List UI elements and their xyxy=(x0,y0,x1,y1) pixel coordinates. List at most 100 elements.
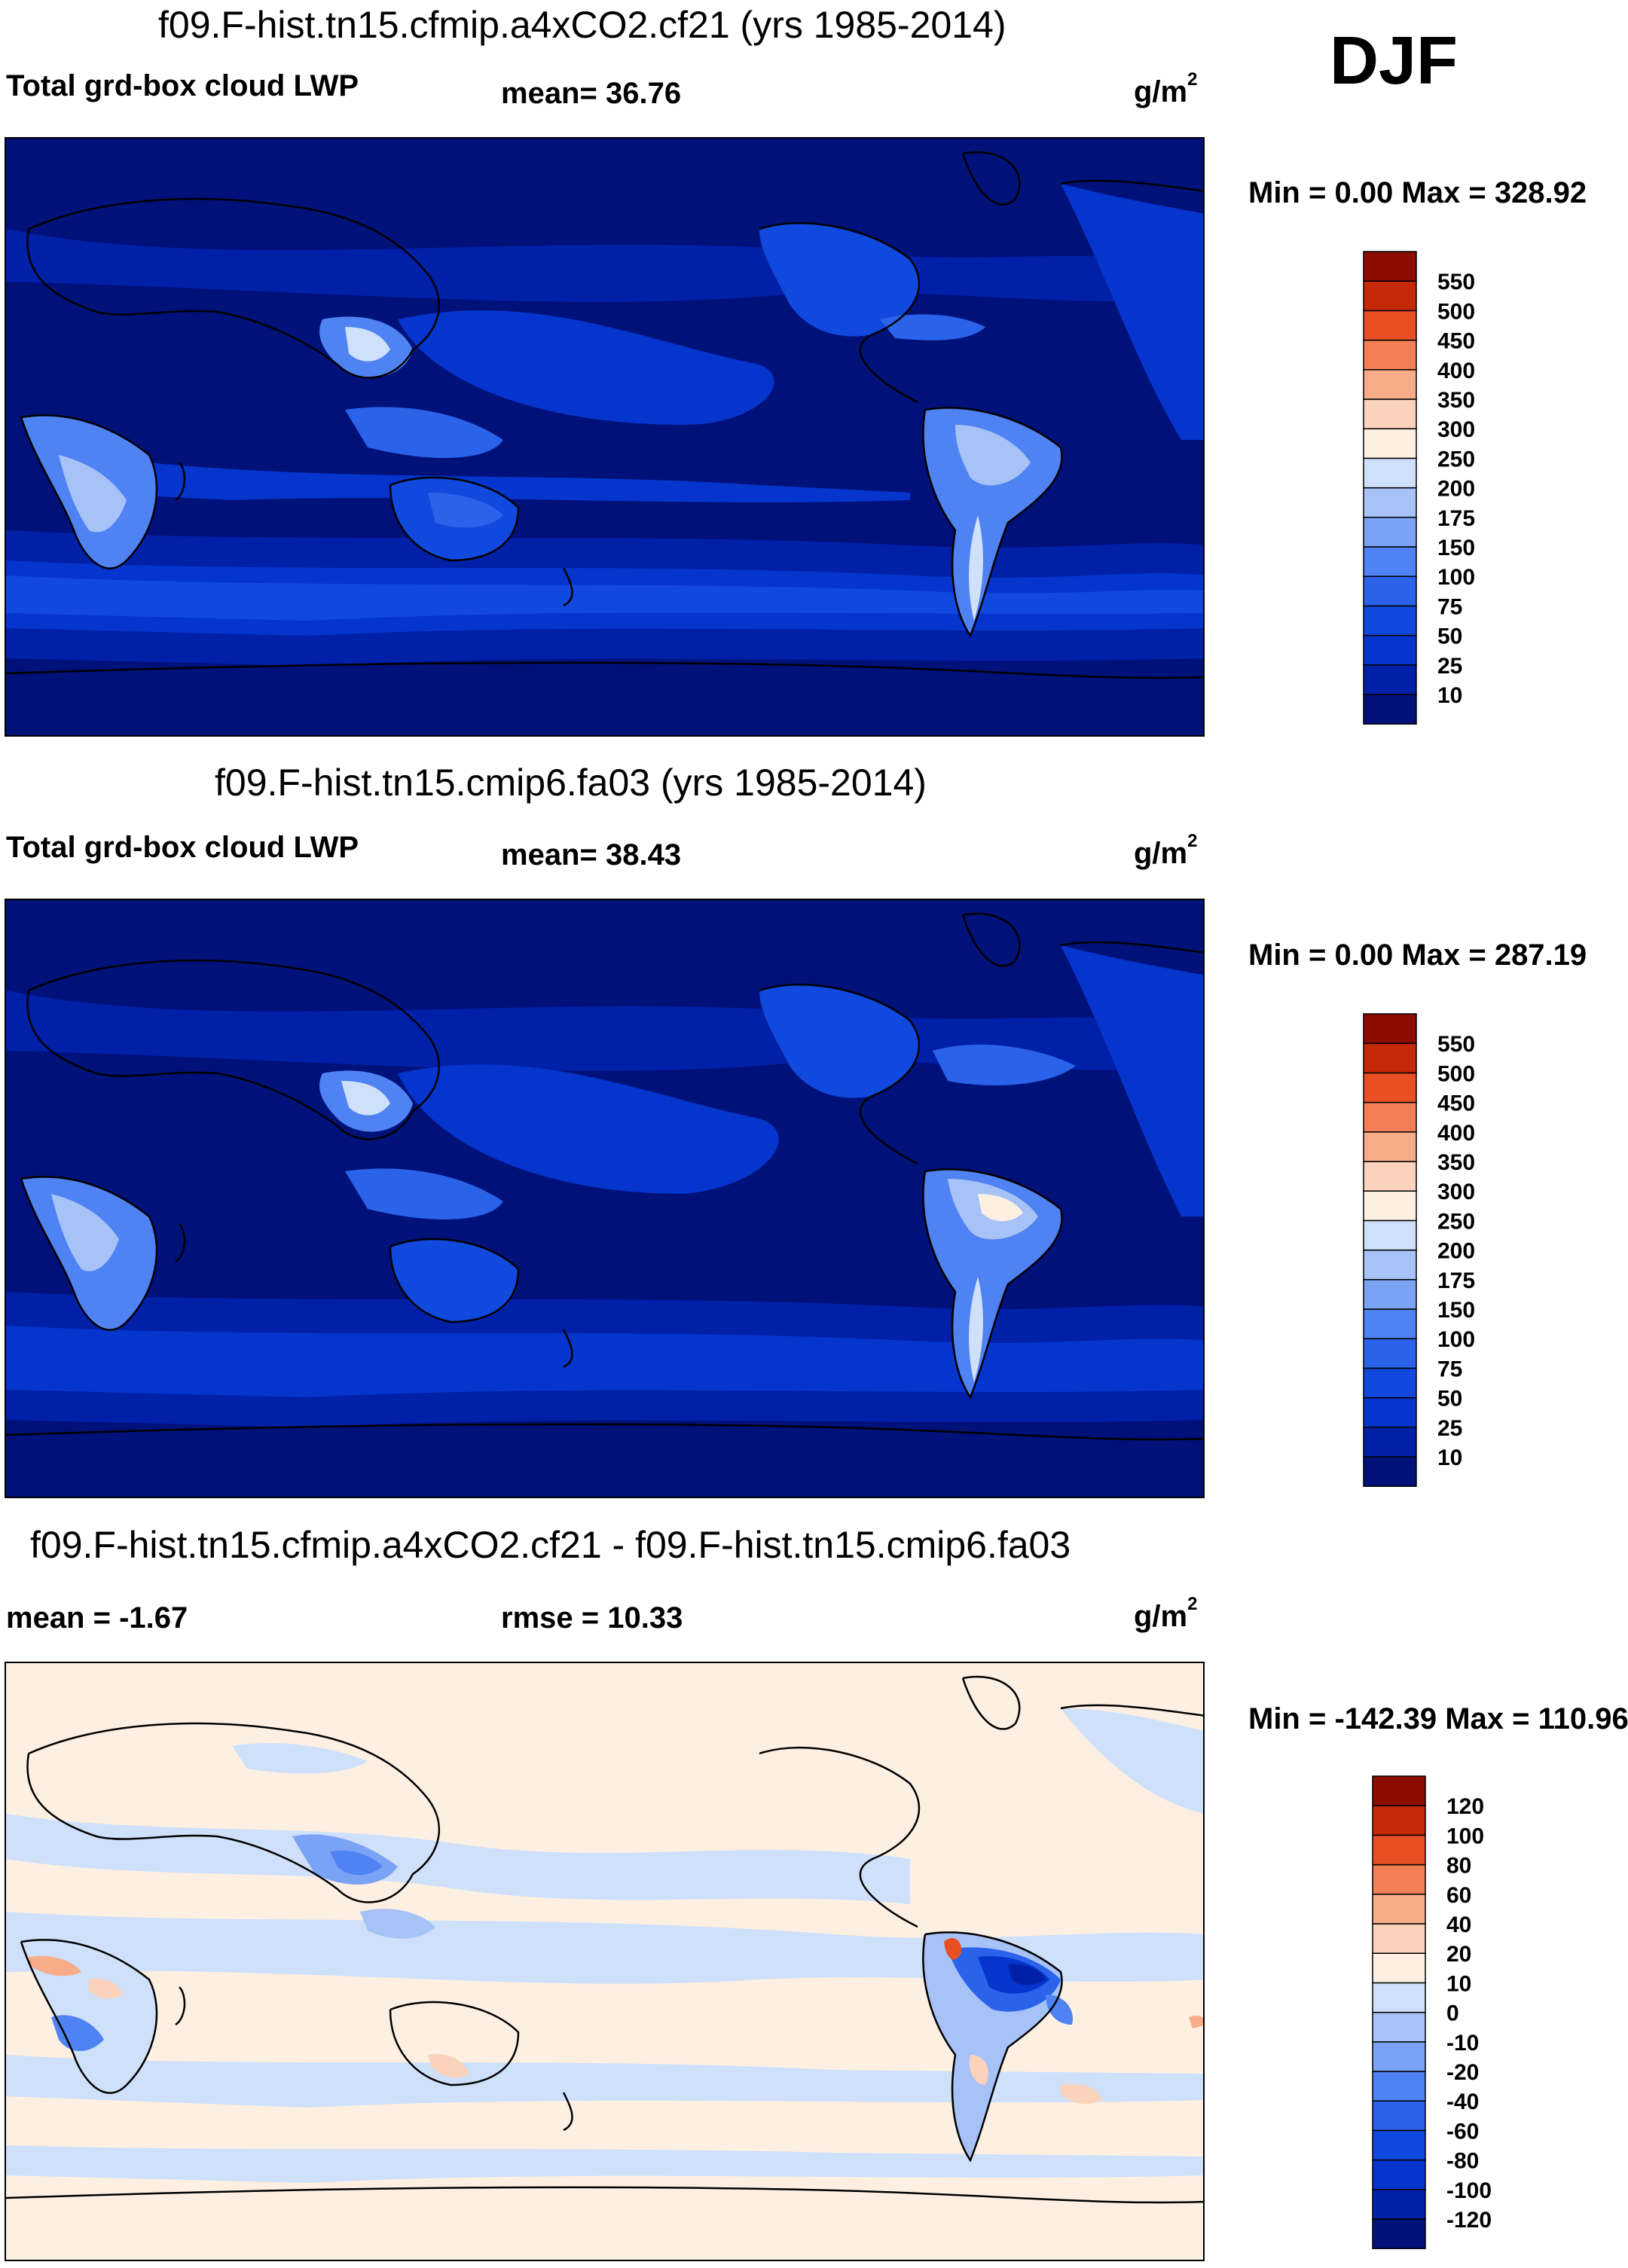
colorbar-box xyxy=(1363,1308,1417,1339)
colorbar-box xyxy=(1363,1190,1417,1222)
colorbar-tick-label: 550 xyxy=(1437,270,1475,295)
panel2-mean-label: mean= 38.43 xyxy=(501,838,682,871)
colorbar-tick-label: 200 xyxy=(1437,477,1475,502)
colorbar-tick-label: 200 xyxy=(1437,1239,1475,1264)
panel1-colorbar: 10 25 50 75 100 150 175 200 250 300 350 400 450 500 55… xyxy=(1363,251,1514,726)
colorbar-tick-label: 60 xyxy=(1446,1883,1471,1908)
colorbar-tick-label: 10 xyxy=(1437,1445,1462,1470)
colorbar-box xyxy=(1363,634,1417,666)
colorbar-tick-label: 500 xyxy=(1437,299,1475,324)
panel1-variable-label: Total grd-box cloud LWP xyxy=(6,69,359,102)
colorbar-tick-label: 100 xyxy=(1437,1327,1475,1352)
colorbar-tick-label: 80 xyxy=(1446,1854,1471,1879)
panel3-unit: g/m2 xyxy=(1134,1594,1198,1633)
colorbar-box xyxy=(1363,457,1417,489)
colorbar-box xyxy=(1372,1894,1426,1925)
colorbar-tick-label: -20 xyxy=(1446,2060,1479,2085)
colorbar-tick-label: 450 xyxy=(1437,1091,1475,1116)
colorbar-box xyxy=(1363,487,1417,518)
colorbar-box xyxy=(1363,575,1417,607)
panel1-map xyxy=(5,137,1205,737)
colorbar-box xyxy=(1372,1775,1426,1806)
colorbar-box xyxy=(1372,2189,1426,2220)
colorbar-box xyxy=(1363,694,1417,725)
colorbar-box xyxy=(1372,1952,1426,1984)
colorbar-tick-label: 175 xyxy=(1437,506,1475,531)
season-label: DJF xyxy=(1330,23,1458,99)
panel1-minmax: Min = 0.00 Max = 328.92 xyxy=(1248,176,1587,209)
panel2-title: f09.F-hist.tn15.cmip6.fa03 (yrs 1985-201… xyxy=(215,762,927,804)
colorbar-tick-label: -100 xyxy=(1446,2178,1492,2203)
panel2-map xyxy=(5,899,1205,1498)
colorbar-box xyxy=(1363,1427,1417,1458)
colorbar-box xyxy=(1372,2011,1426,2043)
colorbar-box xyxy=(1363,1013,1417,1044)
colorbar-tick-label: 175 xyxy=(1437,1268,1475,1293)
colorbar-tick-label: -10 xyxy=(1446,2031,1479,2056)
colorbar-box xyxy=(1363,369,1417,400)
colorbar-box xyxy=(1372,2159,1426,2190)
colorbar-tick-label: 250 xyxy=(1437,1209,1475,1234)
colorbar-box xyxy=(1363,605,1417,636)
colorbar-tick-label: 500 xyxy=(1437,1061,1475,1086)
colorbar-box xyxy=(1363,398,1417,429)
colorbar-tick-label: 450 xyxy=(1437,329,1475,354)
colorbar-box xyxy=(1372,2041,1426,2072)
colorbar-tick-label: 20 xyxy=(1446,1942,1471,1967)
colorbar-tick-label: -40 xyxy=(1446,2089,1479,2114)
panel1-title: f09.F-hist.tn15.cfmip.a4xCO2.cf21 (yrs 1… xyxy=(158,4,1006,46)
colorbar-tick-label: 550 xyxy=(1437,1032,1475,1057)
colorbar-tick-label: 10 xyxy=(1437,683,1462,708)
colorbar-box xyxy=(1363,280,1417,312)
colorbar-tick-label: 25 xyxy=(1437,1416,1462,1441)
colorbar-tick-label: 100 xyxy=(1446,1824,1484,1848)
colorbar-tick-label: 300 xyxy=(1437,417,1475,442)
colorbar-tick-label: 120 xyxy=(1446,1794,1484,1819)
colorbar-box xyxy=(1372,2071,1426,2102)
panel3-minmax: Min = -142.39 Max = 110.96 xyxy=(1248,1702,1628,1735)
colorbar-box xyxy=(1363,1279,1417,1310)
colorbar-tick-label: 350 xyxy=(1437,388,1475,413)
panel2-minmax: Min = 0.00 Max = 287.19 xyxy=(1248,939,1587,972)
colorbar-tick-label: 75 xyxy=(1437,1357,1462,1381)
panel3-mean-label: mean = -1.67 xyxy=(6,1601,188,1635)
panel3-title: f09.F-hist.tn15.cfmip.a4xCO2.cf21 - f09.… xyxy=(30,1524,1071,1566)
colorbar-box xyxy=(1363,1456,1417,1487)
colorbar-tick-label: 50 xyxy=(1437,624,1462,649)
colorbar-box xyxy=(1363,1367,1417,1399)
colorbar-box xyxy=(1372,2129,1426,2161)
colorbar-box xyxy=(1363,428,1417,459)
panel3-colorbar: -120 -100 -80 -60 -40 -20 -10 0 10 20 40 60 80 100 120 xyxy=(1372,1775,1523,2251)
colorbar-box xyxy=(1363,1101,1417,1133)
colorbar-tick-label: 350 xyxy=(1437,1150,1475,1175)
panel3-map xyxy=(5,1662,1205,2261)
colorbar-box xyxy=(1363,517,1417,548)
colorbar-tick-label: 150 xyxy=(1437,536,1475,560)
colorbar-box xyxy=(1363,1397,1417,1428)
colorbar-tick-label: -60 xyxy=(1446,2119,1479,2144)
colorbar-tick-label: 100 xyxy=(1437,565,1475,590)
colorbar-tick-label: -80 xyxy=(1446,2149,1479,2174)
colorbar-tick-label: -120 xyxy=(1446,2208,1492,2233)
colorbar-tick-label: 50 xyxy=(1437,1387,1462,1412)
colorbar-box xyxy=(1363,546,1417,577)
colorbar-box xyxy=(1363,1219,1417,1251)
colorbar-tick-label: 300 xyxy=(1437,1180,1475,1204)
colorbar-tick-label: 40 xyxy=(1446,1912,1471,1937)
colorbar-box xyxy=(1372,1923,1426,1954)
colorbar-tick-label: 400 xyxy=(1437,359,1475,383)
panel3-rmse-label: rmse = 10.33 xyxy=(501,1601,683,1635)
colorbar-box xyxy=(1372,2218,1426,2249)
panel1-mean-label: mean= 36.76 xyxy=(501,77,682,110)
colorbar-box xyxy=(1363,339,1417,371)
colorbar-box xyxy=(1363,1131,1417,1162)
colorbar-tick-label: 75 xyxy=(1437,594,1462,619)
colorbar-box xyxy=(1363,1072,1417,1103)
colorbar-box xyxy=(1363,1161,1417,1192)
colorbar-tick-label: 0 xyxy=(1446,2001,1459,2026)
colorbar-box xyxy=(1363,1042,1417,1074)
colorbar-tick-label: 250 xyxy=(1437,447,1475,472)
panel1-unit: g/m2 xyxy=(1134,69,1198,108)
colorbar-box xyxy=(1372,2100,1426,2132)
panel2-colorbar: 10 25 50 75 100 150 175 200 250 300 350 400 450 500 55… xyxy=(1363,1013,1514,1488)
